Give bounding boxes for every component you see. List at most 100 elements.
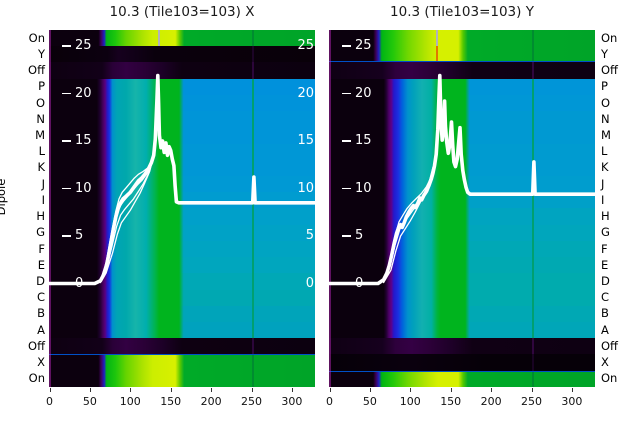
dipole-row-label-left-l: L <box>38 144 45 159</box>
x-tick-label-0: 0 <box>326 395 333 408</box>
heatmap-row-p <box>49 78 315 95</box>
x-tick-mark-250 <box>251 388 253 392</box>
spectrum-lines-overlay <box>49 73 315 286</box>
x-tick-label-100: 100 <box>399 395 421 408</box>
channel-255-line <box>531 30 534 47</box>
right-panel-title: 10.3 (Tile103=103) Y <box>390 4 534 20</box>
y-tick-value: 25 <box>355 38 372 53</box>
dipole-row-label-left-h: H <box>36 209 45 224</box>
channel-255-line <box>531 273 534 290</box>
dipole-row-label-left-c: C <box>36 290 45 305</box>
dipole-row-label-left-y: Y <box>37 46 45 61</box>
dipole-row-label-right-x: X <box>601 355 609 370</box>
channel-255-line <box>251 240 254 258</box>
channel-255-line <box>251 208 254 225</box>
x-tick-label-50: 50 <box>82 395 97 408</box>
channel-255-line <box>251 78 254 95</box>
x-tick-label-0: 0 <box>46 395 53 408</box>
channel-255-line <box>251 94 254 112</box>
dipole-row-label-right-j: J <box>601 176 605 191</box>
x-tick-mark-300 <box>571 388 573 392</box>
channel-255-line <box>531 321 534 339</box>
dipole-row-label-right-m: M <box>601 127 611 142</box>
y-tick-label-10: 10 <box>342 181 372 196</box>
channel-255-line <box>531 78 534 95</box>
heatmap-row-p <box>329 78 595 95</box>
y-tick-label-right-0: 0 <box>305 275 314 291</box>
dipole-row-label-right-f: F <box>601 241 608 256</box>
dipole-row-label-left-j: J <box>41 176 45 191</box>
x-tick-mark-200 <box>211 388 213 392</box>
channel-255-line <box>531 240 534 258</box>
heatmap-row-a <box>329 321 595 339</box>
saturated-channel-stripe <box>436 46 438 62</box>
channel-255-line <box>531 127 534 144</box>
x-tick-mark-150 <box>170 388 172 392</box>
y-tick-mark <box>342 92 351 95</box>
spectrum-lines-overlay <box>329 73 595 286</box>
heatmap-row-on <box>329 370 595 387</box>
x-tick-label-200: 200 <box>200 395 222 408</box>
channel-255-line <box>251 257 254 274</box>
y-tick-mark <box>62 92 71 95</box>
left-edge-artifact <box>49 30 51 387</box>
x-tick-mark-100 <box>410 388 412 392</box>
dipole-row-label-right-on: On <box>601 30 618 45</box>
y-tick-mark <box>342 45 351 47</box>
dipole-row-label-right-k: K <box>601 160 609 175</box>
dipole-row-label-left-i: I <box>41 192 45 207</box>
heatmap-row-x <box>329 354 595 371</box>
channel-255-line <box>531 143 534 160</box>
heatmap-row-b <box>49 305 315 322</box>
dipole-row-label-right-h: H <box>601 209 610 224</box>
x-tick-label-150: 150 <box>440 395 462 408</box>
x-tick-label-250: 250 <box>241 395 262 408</box>
heatmap-row-k <box>49 159 315 176</box>
dipole-row-label-left-off: Off <box>28 63 45 78</box>
heatmap-row-x <box>49 354 315 371</box>
channel-255-line <box>531 371 534 387</box>
dipole-row-label-right-n: N <box>601 111 610 126</box>
dipole-row-label-right-o: O <box>601 95 611 110</box>
y-tick-value: 20 <box>75 85 92 101</box>
y-tick-mark <box>62 45 71 47</box>
heatmap-row-y <box>329 46 595 63</box>
y-tick-label-right-15: 15 <box>297 133 314 148</box>
y-tick-value: 0 <box>75 275 84 291</box>
heatmap-row-off <box>329 338 595 355</box>
y-tick-label-25: 25 <box>342 39 372 53</box>
dipole-row-label-left-k: K <box>37 160 45 175</box>
y-axis-label-dipole: Dipole <box>0 178 8 216</box>
heatmap-row-c <box>49 289 315 306</box>
y-tick-mark <box>62 282 71 285</box>
dipole-row-label-left-p: P <box>38 79 45 94</box>
channel-255-line <box>251 30 254 47</box>
dipole-row-label-left-e: E <box>37 257 45 272</box>
right-heatmap-panel: 25 20 15 10 5 0 <box>329 30 595 387</box>
y-tick-mark <box>62 187 71 190</box>
channel-255-line <box>251 62 254 79</box>
heatmap-row-m <box>49 127 315 144</box>
x-tick-label-100: 100 <box>119 395 141 408</box>
saturated-channel-stripe <box>157 30 160 47</box>
y-tick-mark <box>62 140 71 142</box>
y-tick-label-0: 0 <box>342 276 363 291</box>
channel-255-line <box>251 111 254 128</box>
channel-255-line <box>531 46 534 62</box>
heatmap-row-a <box>49 321 315 339</box>
y-tick-value: 20 <box>355 85 372 101</box>
dipole-row-label-right-off: Off <box>601 338 618 353</box>
y-tick-value: 25 <box>75 38 92 53</box>
dipole-row-label-right-i: I <box>601 192 605 207</box>
dipole-row-label-left-f: F <box>38 241 45 256</box>
heatmap-row-c <box>329 289 595 306</box>
channel-255-line <box>531 208 534 225</box>
x-tick-mark-100 <box>130 388 132 392</box>
y-tick-mark <box>342 235 351 237</box>
y-tick-label-10: 10 <box>62 181 92 196</box>
x-tick-mark-50 <box>369 388 371 392</box>
dipole-row-label-right-p: P <box>601 79 608 94</box>
dipole-row-label-left-g: G <box>36 225 45 240</box>
x-tick-mark-300 <box>291 388 293 392</box>
x-tick-mark-0 <box>49 388 51 392</box>
